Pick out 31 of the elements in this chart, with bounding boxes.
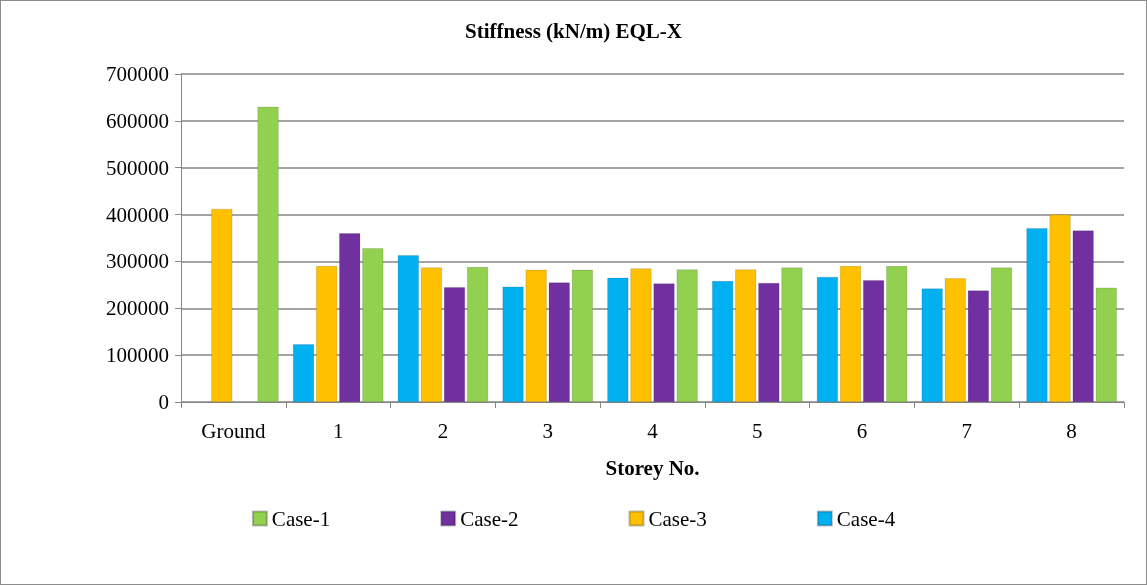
y-tick-label: 300000 [106, 249, 169, 274]
y-tick-label: 0 [158, 390, 169, 414]
bar [840, 266, 862, 402]
legend-label: Case-3 [648, 506, 707, 531]
bar [990, 267, 1012, 402]
x-tick-label: 8 [1066, 418, 1077, 443]
bar [293, 344, 315, 402]
bar [467, 267, 489, 402]
y-tick-label: 700000 [106, 62, 169, 86]
bar [257, 106, 279, 402]
x-tick-label: 6 [856, 418, 868, 443]
legend-label: Case-1 [271, 506, 331, 531]
legend-label: Case-4 [836, 506, 896, 531]
bar [816, 276, 838, 402]
x-tick-label: 1 [332, 418, 344, 443]
x-tick-label: 4 [647, 418, 659, 443]
x-tick-label: 2 [437, 418, 449, 443]
bar [211, 208, 233, 402]
x-axis-title: Storey No. [605, 455, 700, 480]
legend-label: Case-2 [460, 506, 519, 531]
y-tick-label: 400000 [106, 202, 169, 227]
y-tick-label: 200000 [106, 296, 169, 321]
y-tick-label: 100000 [106, 343, 169, 368]
x-tick-label: 5 [752, 418, 763, 443]
y-tick-label: 500000 [106, 155, 169, 180]
x-tick-label: Ground [201, 418, 266, 443]
x-tick-label: 7 [961, 418, 973, 443]
y-tick-label: 600000 [106, 108, 169, 133]
x-tick-label: 3 [542, 418, 553, 443]
bar [443, 287, 465, 402]
chart-title: Stiffness (kN/m) EQL-X [464, 18, 683, 43]
